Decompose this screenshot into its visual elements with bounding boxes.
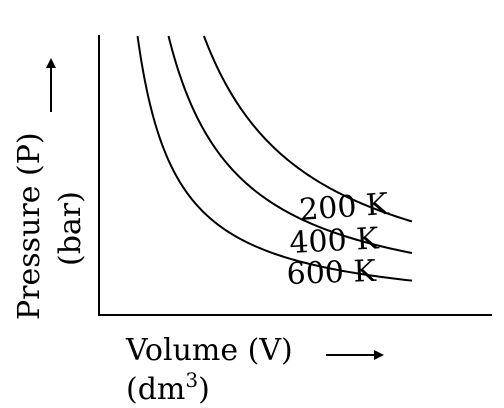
y-axis-label: Pressure (P)	[12, 132, 47, 320]
x-axis-label: Volume (V)	[125, 333, 293, 368]
y-axis-unit: (bar)	[53, 191, 88, 266]
isotherm-curve-400k	[167, 35, 413, 255]
x-axis-unit-suffix: )	[198, 372, 210, 407]
x-axis-unit-exponent: 3	[185, 368, 198, 392]
x-axis-unit: (dm3)	[126, 368, 210, 407]
x-axis-unit-prefix: (dm	[126, 372, 185, 407]
series-label-600k: 600 K	[286, 254, 377, 292]
isotherm-curves	[136, 35, 413, 282]
isotherm-curve-200k	[136, 35, 413, 282]
series-label-400k: 400 K	[289, 221, 381, 261]
isotherm-curve-600k	[203, 35, 413, 223]
series-label-200k: 200 K	[298, 187, 390, 228]
